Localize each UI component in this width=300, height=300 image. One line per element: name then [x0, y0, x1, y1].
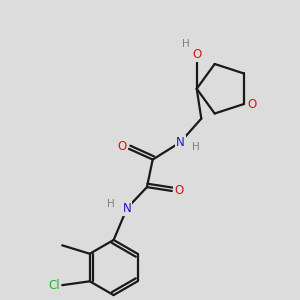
- Text: Cl: Cl: [48, 279, 60, 292]
- Text: H: H: [182, 39, 190, 49]
- Text: O: O: [192, 48, 201, 61]
- Text: N: N: [176, 136, 184, 149]
- Text: H: H: [192, 142, 200, 152]
- Text: O: O: [117, 140, 127, 153]
- Text: O: O: [174, 184, 183, 197]
- Text: N: N: [123, 202, 131, 215]
- Text: O: O: [248, 98, 257, 110]
- Text: H: H: [107, 199, 115, 208]
